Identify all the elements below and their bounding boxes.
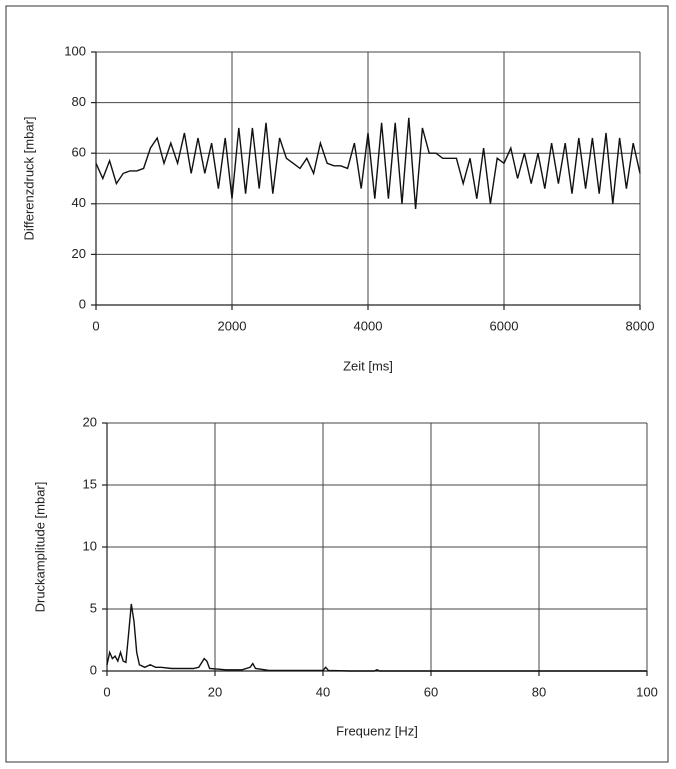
y-tick-label: 5 <box>90 600 97 615</box>
data-line <box>106 603 647 672</box>
x-tick-label: 100 <box>636 684 658 699</box>
x-tick-label: 20 <box>208 684 222 699</box>
y-tick-label: 0 <box>79 296 86 311</box>
y-tick-label: 15 <box>83 476 97 491</box>
x-tick-label: 0 <box>92 318 99 333</box>
y-tick-label: 80 <box>72 94 86 109</box>
y-axis-title: Differenzdruck [mbar] <box>21 116 36 240</box>
x-tick-label: 8000 <box>626 318 655 333</box>
x-axis-title: Frequenz [Hz] <box>336 723 418 738</box>
x-tick-label: 6000 <box>490 318 519 333</box>
x-tick-label: 40 <box>316 684 330 699</box>
y-tick-label: 100 <box>64 43 86 58</box>
x-tick-label: 80 <box>532 684 546 699</box>
y-tick-label: 0 <box>90 662 97 677</box>
data-line <box>95 117 641 209</box>
x-axis-title: Zeit [ms] <box>343 358 393 373</box>
y-tick-label: 60 <box>72 145 86 160</box>
y-tick-label: 20 <box>72 246 86 261</box>
x-tick-label: 4000 <box>354 318 383 333</box>
frame <box>5 5 669 763</box>
y-tick-label: 10 <box>83 538 97 553</box>
x-tick-label: 0 <box>103 684 110 699</box>
x-tick-label: 60 <box>424 684 438 699</box>
y-axis-title: Druckamplitude [mbar] <box>32 482 47 613</box>
x-tick-label: 2000 <box>218 318 247 333</box>
y-tick-label: 20 <box>83 414 97 429</box>
y-tick-label: 40 <box>72 195 86 210</box>
